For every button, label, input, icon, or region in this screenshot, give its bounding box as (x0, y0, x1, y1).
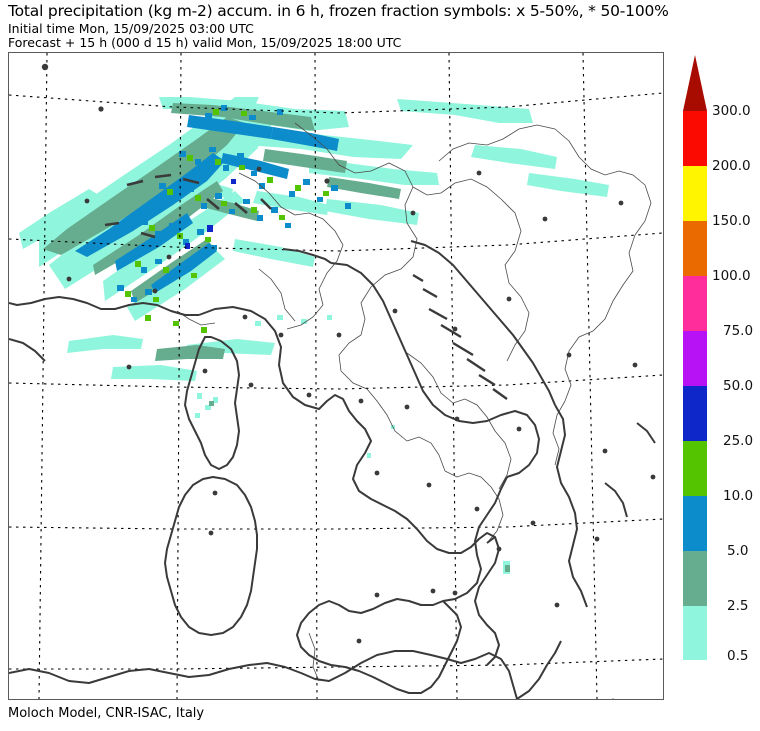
colorbar-tick-0.5: 0.5 (727, 648, 749, 664)
administrative-borders (176, 122, 652, 682)
colorbar-tick-25: 25.0 (723, 433, 754, 449)
colorbar-segment-200 (683, 166, 707, 221)
precip-cells-convective (117, 105, 351, 333)
colorbar-tick-labels: 300.0 200.0 150.0 100.0 75.0 50.0 25.0 1… (712, 55, 760, 675)
map-panel[interactable] (8, 52, 664, 700)
colorbar-segment-300 (683, 111, 707, 166)
colorbar-overflow-arrow (683, 55, 707, 111)
colorbar-tick-75: 75.0 (723, 323, 754, 339)
station-markers (41, 63, 656, 699)
colorbar-tick-150: 150.0 (712, 213, 751, 229)
colorbar-tick-10: 10.0 (723, 488, 754, 504)
colorbar-segment-2.5 (683, 606, 707, 660)
initial-time-label: Initial time Mon, 15/09/2025 03:00 UTC (8, 21, 254, 36)
coastlines (9, 173, 656, 699)
colorbar-segment-25 (683, 441, 707, 496)
colorbar-tick-100: 100.0 (712, 268, 751, 284)
precipitation-map (9, 53, 663, 699)
colorbar-tick-300: 300.0 (712, 103, 751, 119)
colorbar-tick-2.5: 2.5 (727, 598, 749, 614)
colorbar-tick-200: 200.0 (712, 158, 751, 174)
colorbar-tick-50: 50.0 (723, 378, 754, 394)
page-title: Total precipitation (kg m-2) accum. in 6… (8, 2, 669, 20)
colorbar-segment-75 (683, 331, 707, 386)
colorbar-segment-10 (683, 496, 707, 551)
graticule (9, 53, 663, 699)
colorbar (683, 55, 707, 660)
colorbar-segment-50 (683, 386, 707, 441)
colorbar-segment-150 (683, 221, 707, 276)
colorbar-segment-5 (683, 551, 707, 606)
forecast-validity-label: Forecast + 15 h (000 d 15 h) valid Mon, … (8, 35, 402, 50)
colorbar-segment-100 (683, 276, 707, 331)
model-attribution: Moloch Model, CNR-ISAC, Italy (8, 706, 205, 721)
colorbar-tick-5: 5.0 (727, 543, 749, 559)
precip-cells-isolated (195, 315, 510, 574)
